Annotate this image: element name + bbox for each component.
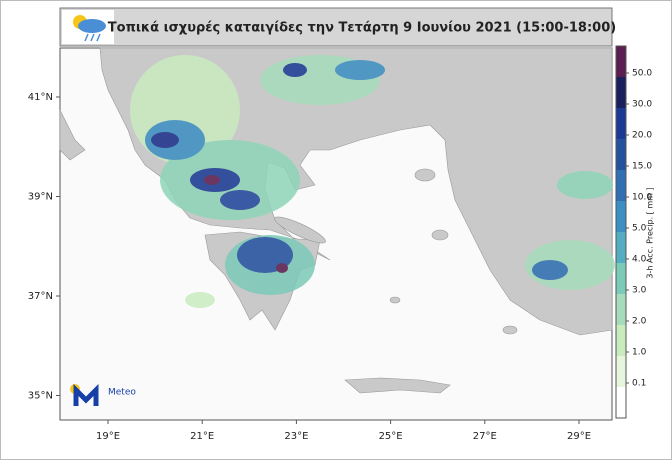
weather-icon-cloud bbox=[78, 19, 106, 33]
colorbar-segment bbox=[616, 294, 626, 325]
island bbox=[414, 168, 436, 182]
lon-label: 25°E bbox=[379, 431, 403, 442]
title-box: Τοπικά ισχυρές καταιγίδες την Τετάρτη 9 … bbox=[59, 7, 616, 47]
weather-icon-rain bbox=[84, 33, 101, 42]
colorbar-segment bbox=[616, 387, 626, 418]
colorbar-segment bbox=[616, 108, 626, 139]
island bbox=[389, 296, 401, 304]
lat-label: 35°N bbox=[28, 391, 53, 402]
lat-label: 37°N bbox=[28, 291, 53, 302]
lon-label: 23°E bbox=[284, 431, 308, 442]
logo-text: Meteo bbox=[108, 388, 136, 398]
euboea bbox=[274, 216, 326, 244]
precip-area bbox=[283, 63, 307, 77]
precipitation bbox=[130, 55, 615, 308]
colorbar-tick-label: 4.0 bbox=[632, 255, 647, 265]
lat-label: 41°N bbox=[28, 92, 53, 103]
precip-area bbox=[204, 175, 220, 185]
colorbar-tick-label: 20.0 bbox=[632, 131, 652, 141]
precip-area bbox=[557, 171, 613, 199]
precip-area bbox=[220, 190, 260, 210]
colorbar-frame bbox=[615, 45, 627, 419]
italy bbox=[59, 109, 86, 161]
lon-label: 29°E bbox=[567, 431, 591, 442]
colorbar-segment bbox=[616, 201, 626, 232]
colorbar-segment bbox=[616, 356, 626, 387]
title: Τοπικά ισχυρές καταιγίδες την Τετάρτη 9 … bbox=[108, 21, 616, 36]
colorbar-segment bbox=[616, 263, 626, 294]
title-background bbox=[59, 7, 613, 47]
colorbar-segment bbox=[616, 77, 626, 108]
colorbar-segment bbox=[616, 46, 626, 77]
colorbar-tick-label: 15.0 bbox=[632, 162, 652, 172]
lon-label: 19°E bbox=[96, 431, 120, 442]
colorbar-tick-label: 5.0 bbox=[632, 224, 647, 234]
lat-label: 39°N bbox=[28, 192, 53, 203]
precip-area bbox=[335, 60, 385, 80]
colorbar-tick-label: 3.0 bbox=[632, 286, 647, 296]
lon-label: 27°E bbox=[473, 431, 497, 442]
precip-area bbox=[276, 263, 288, 273]
colorbar-tick-label: 10.0 bbox=[632, 193, 652, 203]
precip-area bbox=[151, 132, 179, 148]
precip-area bbox=[532, 260, 568, 280]
map bbox=[59, 47, 615, 421]
colorbar-tick-label: 1.0 bbox=[632, 348, 647, 358]
logo-mark bbox=[73, 383, 99, 406]
precip-area bbox=[185, 292, 215, 308]
colorbar-segment bbox=[616, 232, 626, 263]
lon-label: 21°E bbox=[190, 431, 214, 442]
colorbar-segment bbox=[616, 170, 626, 201]
colorbar-tick-label: 0.1 bbox=[632, 379, 646, 389]
crete bbox=[344, 377, 451, 394]
colorbar-segment bbox=[616, 325, 626, 356]
island bbox=[502, 325, 518, 335]
logo: Meteo bbox=[70, 383, 136, 406]
colorbar-segment bbox=[616, 139, 626, 170]
colorbar-tick-label: 30.0 bbox=[632, 100, 652, 110]
colorbar-label: 3-h Acc. Precip. [ mm ] bbox=[646, 187, 655, 278]
island bbox=[431, 229, 449, 241]
colorbar-tick-label: 50.0 bbox=[632, 69, 652, 79]
colorbar-tick-label: 2.0 bbox=[632, 317, 647, 327]
